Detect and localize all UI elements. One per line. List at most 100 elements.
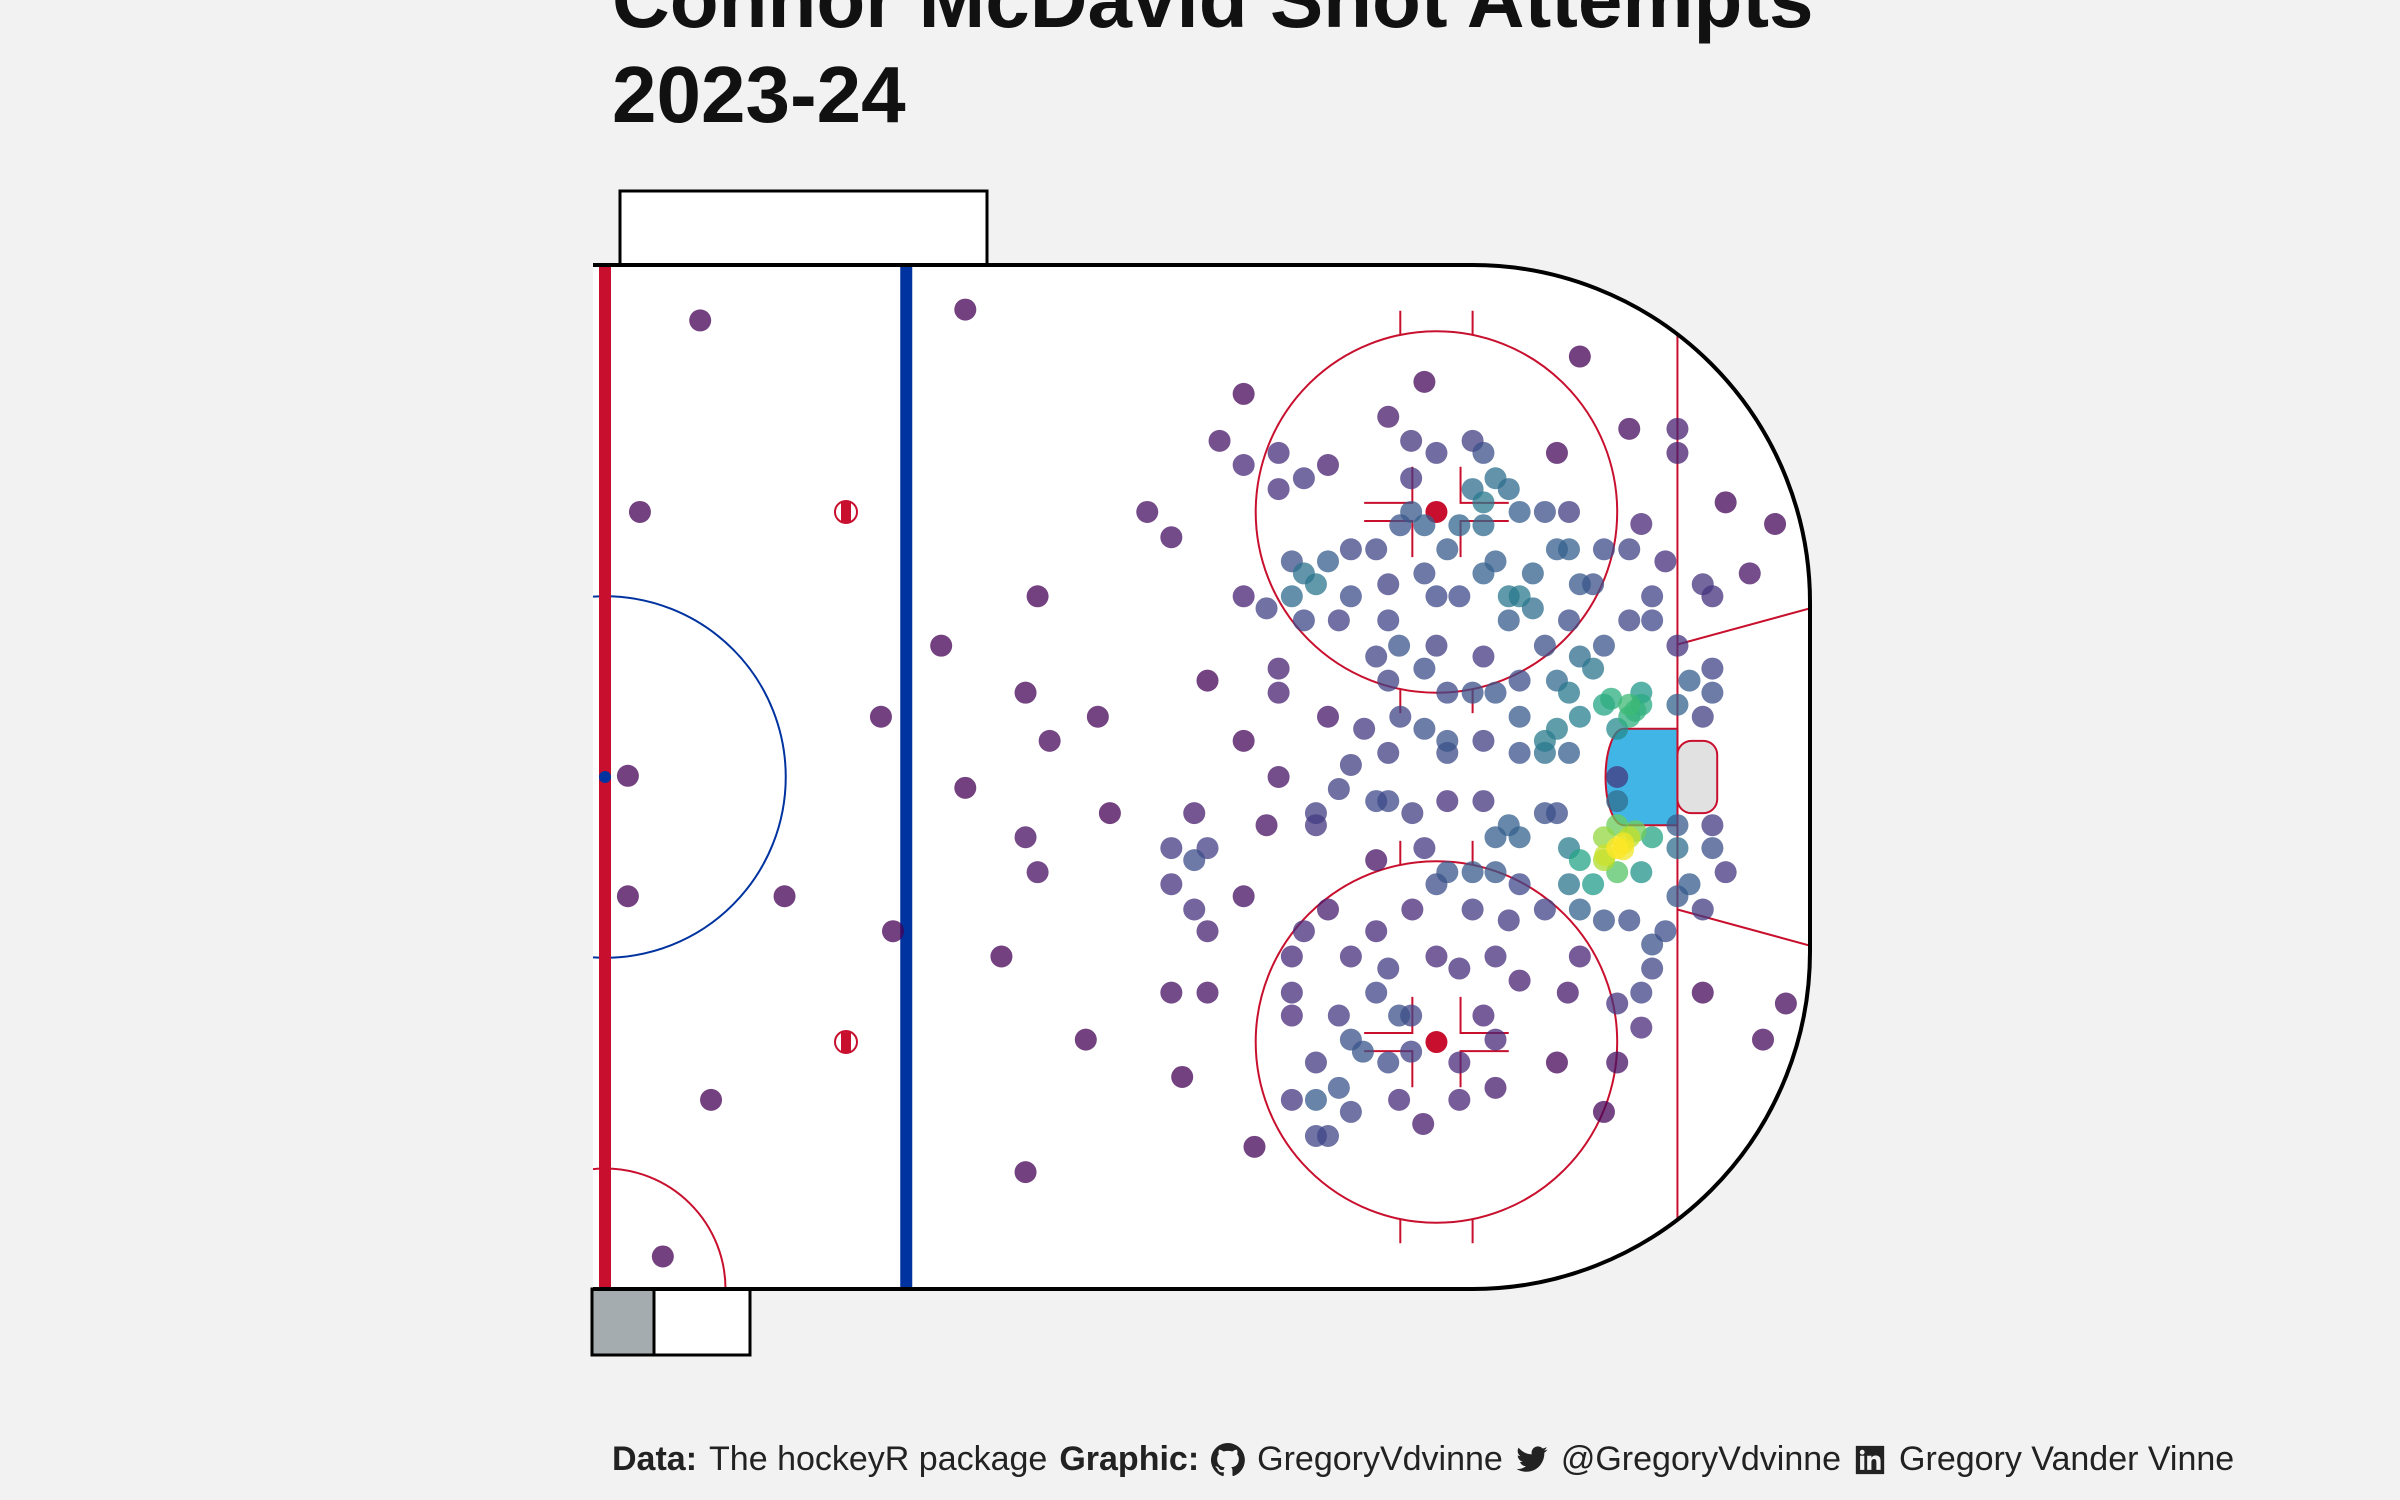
shot-point [1606,766,1629,788]
shot-point [1484,681,1507,704]
shot-point [1413,562,1436,585]
shot-point [1618,693,1641,716]
shot-point [1497,609,1520,632]
shot-point [1317,1125,1339,1148]
shot-point [1377,1051,1400,1074]
shot-point [1545,441,1568,464]
blue-line [900,265,913,1289]
shot-point [1558,538,1580,561]
shot-point [1339,945,1362,968]
shot-point [1641,933,1664,956]
shot-point [1232,585,1255,608]
faceoff-circle [1254,860,1619,1224]
shot-point [1365,920,1388,943]
shot-point [1425,945,1448,968]
shot-point [1472,790,1495,813]
shot-point [1327,609,1350,632]
shot-point [1243,1135,1266,1158]
shot-point [1377,957,1400,980]
shot-point [1508,585,1531,608]
shot-point [1568,898,1591,921]
shot-point [1413,717,1436,740]
shot-point [1666,417,1689,440]
penalty-box [618,189,989,267]
caption-github: GregoryVdvinne [1257,1440,1503,1478]
shot-point [1558,741,1580,764]
shot-point [1666,693,1689,716]
shot-point [1388,1004,1411,1027]
shot-point [1691,898,1714,921]
caption-label: Data: [612,1440,698,1478]
shot-point [1267,657,1290,680]
shot-point [1521,562,1544,585]
boards [593,263,1812,1291]
shot-point [616,764,639,787]
shot-point [954,298,977,321]
shot-point [1618,417,1641,440]
shot-point [1292,467,1315,490]
shot-point [1136,500,1159,523]
shot-point [1448,1051,1471,1074]
shot-point [1701,837,1724,860]
shot-point [1304,573,1327,596]
shot-point [1339,538,1362,561]
shot-point [1508,705,1531,728]
shot-point [1774,992,1797,1015]
shot-point [1701,657,1724,680]
shot-point [1292,609,1315,632]
shot-point [1026,861,1049,884]
shot-point [1508,969,1531,992]
shot-point [1630,861,1653,884]
chart-title: Connor McDavid Shot Attempts 2023-24 [612,0,1813,139]
caption: Data: The hockeyR package Graphic: Grego… [612,1440,2234,1479]
shot-point [930,634,953,657]
shot-point [1641,826,1664,849]
faceoff-dot-fill [841,501,851,522]
shot-point [1568,705,1591,728]
shot-point [1582,873,1605,896]
shot-point [1508,669,1531,692]
shot-point [1714,861,1737,884]
shot-point [1691,981,1714,1004]
shot-point [616,885,639,908]
shot-point [1232,885,1255,908]
shot-point [1339,753,1362,776]
shot-point [1508,500,1531,523]
shot-point [1353,717,1376,740]
shot-point [1558,873,1580,896]
shot-point [1461,861,1484,884]
shot-point [1618,909,1641,932]
shot-point [1413,370,1436,393]
shot-point [1436,681,1459,704]
shot-point [1412,1112,1435,1135]
shot-point [1327,778,1350,801]
chart [590,189,1812,1357]
shot-point [1400,467,1423,490]
shot-point [1160,837,1183,860]
shot-point [1436,538,1459,561]
shot-point [1365,538,1388,561]
shot-point [1436,861,1459,884]
shot-point [1508,873,1531,896]
shot-point [1098,802,1121,825]
shot-point [1208,429,1231,452]
shot-point [1304,802,1327,825]
shot-point [990,945,1013,968]
shot-point [1472,645,1495,668]
shot-point [1183,802,1206,825]
shot-point [1267,681,1290,704]
shot-point [1413,514,1436,537]
shot-point [1472,441,1495,464]
shot-point [1196,920,1219,943]
shot-point [1558,681,1580,704]
shot-point [628,500,651,523]
shot-point [1764,513,1787,536]
shot-point [1255,597,1278,620]
shot-point [1484,1028,1507,1051]
shot-point [1654,550,1677,573]
shot-point [1738,562,1761,585]
shot-point [1533,634,1556,657]
faceoff-dot [1425,1031,1448,1054]
linkedin-icon [1855,1445,1885,1474]
shot-point [1377,609,1400,632]
